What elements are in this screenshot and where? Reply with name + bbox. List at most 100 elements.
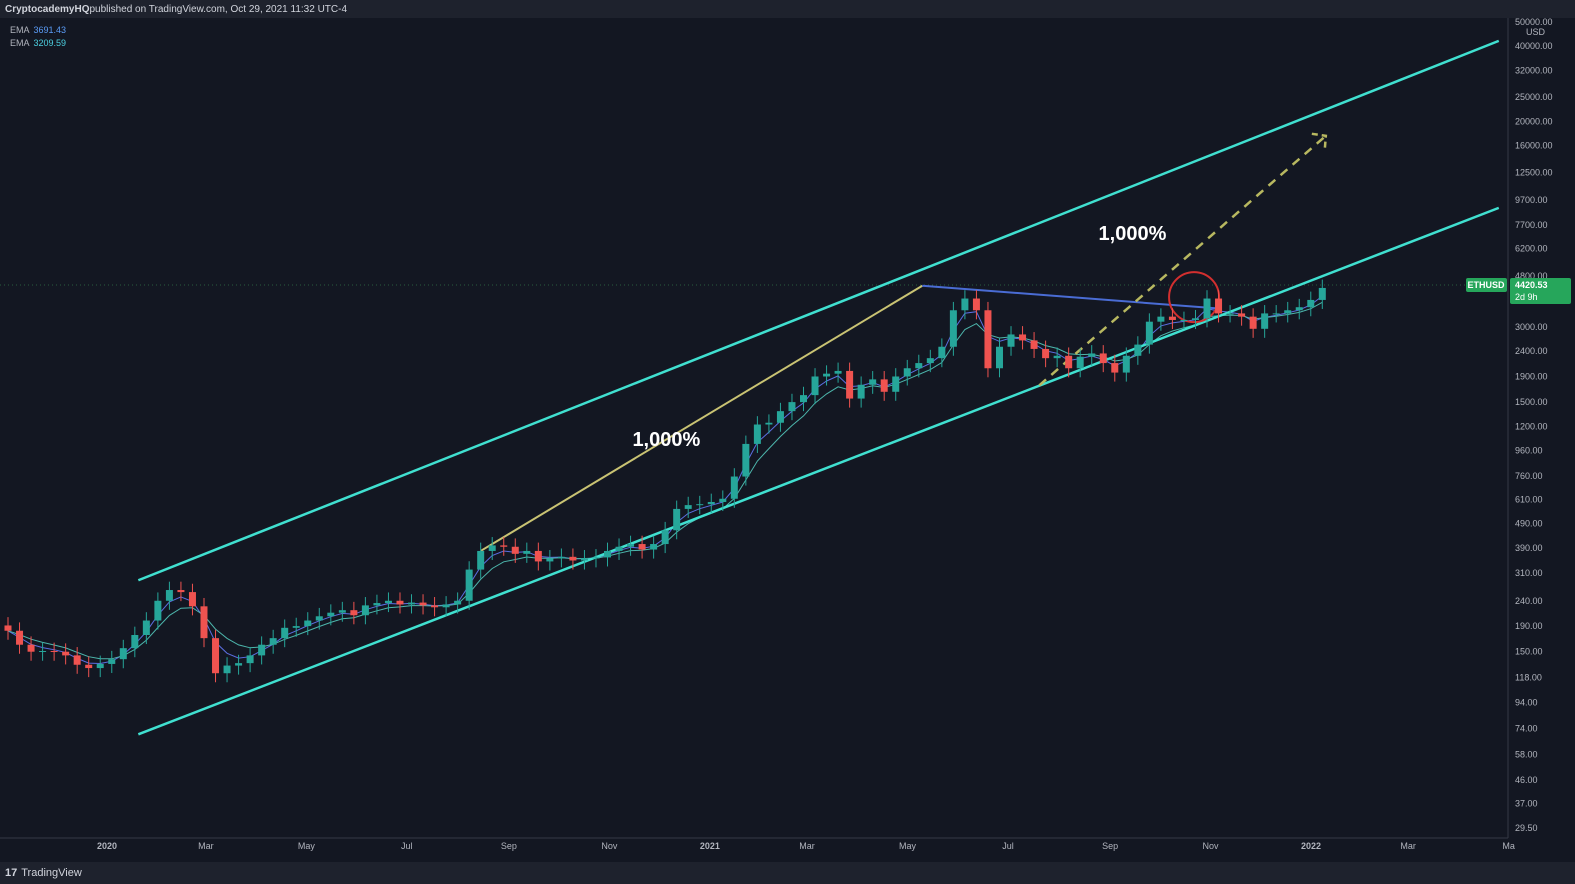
candle-body-45: [523, 550, 531, 554]
resistance-trend-line: [922, 284, 1218, 310]
candle-body-55: [638, 544, 646, 550]
candle-body-69: [799, 395, 807, 403]
candle-body-97: [1122, 355, 1130, 373]
candle-body-11: [131, 635, 139, 649]
time-tick-8: May: [899, 841, 917, 851]
annotations: 1,000% 1,000%: [632, 223, 1166, 451]
projection-arrow-line: [1038, 134, 1327, 387]
candle-body-86: [995, 346, 1003, 369]
price-tick-26: 94.00: [1515, 697, 1538, 707]
price-tick-20: 390.00: [1515, 543, 1543, 553]
price-chart[interactable]: 1,000% 1,000% 50000.00 40000.00 32000.00 250…: [0, 0, 1575, 862]
candle-body-19: [223, 665, 231, 674]
candle-body-17: [200, 606, 208, 639]
candle-body-22: [258, 644, 266, 656]
candle-body-87: [1007, 334, 1015, 347]
candle-body-13: [154, 600, 162, 621]
time-tick-6: 2021: [700, 841, 720, 851]
channel-lower-line: [137, 206, 1500, 736]
candle-body-5: [62, 651, 70, 656]
time-tick-12: 2022: [1301, 841, 1321, 851]
price-tick-1: 40000.00: [1515, 41, 1553, 51]
candle-body-94: [1088, 353, 1096, 357]
time-tick-1: Mar: [198, 841, 214, 851]
price-tick-24: 150.00: [1515, 647, 1543, 657]
price-axis: 50000.00 40000.00 32000.00 25000.00 20000.00…: [1466, 17, 1575, 862]
candle-body-63: [730, 476, 738, 499]
time-tick-9: Jul: [1002, 841, 1014, 851]
candle-body-2: [27, 644, 35, 652]
price-tick-19: 490.00: [1515, 518, 1543, 528]
candle-body-4: [50, 650, 58, 652]
candle-body-50: [580, 558, 588, 561]
candle-body-29: [338, 610, 346, 613]
tradingview-brand[interactable]: TradingView: [21, 867, 82, 879]
price-tick-30: 37.00: [1515, 798, 1538, 808]
price-tick-28: 58.00: [1515, 750, 1538, 760]
time-tick-0: 2020: [97, 841, 117, 851]
price-tick-3: 25000.00: [1515, 92, 1553, 102]
candle-body-41: [477, 550, 485, 570]
candle-body-8: [96, 663, 104, 669]
tradingview-footer: 17 TradingView: [0, 862, 1575, 884]
candle-body-33: [384, 600, 392, 604]
candle-body-31: [361, 605, 369, 616]
candle-body-12: [142, 620, 150, 636]
channel-upper-line: [137, 39, 1500, 582]
candle-body-100: [1157, 316, 1165, 322]
candle-body-80: [926, 358, 934, 364]
candle-body-96: [1111, 363, 1119, 373]
price-tick-6: 12500.00: [1515, 167, 1553, 177]
drawings: [0, 39, 1508, 736]
candle-body-36: [419, 602, 427, 606]
time-tick-5: Nov: [601, 841, 618, 851]
price-tag-value: 4420.53: [1515, 280, 1548, 290]
ema-slow-line: [7, 301, 1323, 660]
breakout-circle: [1168, 271, 1221, 324]
price-axis-bg: [1508, 18, 1575, 862]
candle-body-26: [304, 620, 312, 627]
time-tick-7: Mar: [799, 841, 815, 851]
candle-body-75: [869, 379, 877, 385]
ema-slow-legend[interactable]: EMA 3209.59: [10, 37, 66, 50]
candle-body-103: [1191, 318, 1199, 320]
candle-body-77: [892, 376, 900, 392]
ema-slow-value: 3209.59: [33, 38, 67, 48]
price-tick-25: 118.00: [1515, 673, 1542, 683]
candle-body-104: [1203, 298, 1211, 319]
candle-body-54: [627, 544, 635, 547]
ema-fast-label: EMA: [10, 25, 30, 35]
candle-body-79: [915, 363, 923, 369]
candle-body-108: [1249, 316, 1257, 329]
percent-annotation-0: 1,000%: [632, 429, 700, 451]
candle-body-24: [281, 627, 289, 639]
ema-fast-legend[interactable]: EMA 3691.43: [10, 24, 66, 37]
candle-body-85: [984, 310, 992, 369]
price-tick-18: 610.00: [1515, 495, 1543, 505]
price-tick-16: 960.00: [1515, 445, 1543, 455]
price-tick-23: 190.00: [1515, 621, 1543, 631]
price-tick-13: 1900.00: [1515, 371, 1548, 381]
candle-body-56: [650, 544, 658, 550]
tradingview-logo-icon[interactable]: 17: [5, 867, 18, 879]
candle-body-42: [488, 545, 496, 551]
candle-body-62: [719, 498, 727, 502]
candle-body-90: [1042, 348, 1050, 359]
candle-body-20: [235, 663, 243, 666]
author-name[interactable]: CryptocademyHQ: [5, 3, 90, 15]
candle-body-32: [373, 603, 381, 606]
candle-body-59: [684, 505, 692, 509]
candle-body-39: [454, 600, 462, 605]
candle-body-30: [350, 610, 358, 616]
candle-body-16: [188, 592, 196, 607]
candle-body-6: [73, 655, 81, 665]
candle-body-64: [742, 443, 750, 477]
price-tag: [1510, 277, 1571, 304]
candle-body-98: [1134, 344, 1142, 356]
candle-body-46: [534, 550, 542, 562]
time-tick-10: Sep: [1102, 841, 1118, 851]
candle-body-89: [1030, 340, 1038, 349]
candle-body-99: [1145, 321, 1153, 345]
price-tick-29: 46.00: [1515, 775, 1538, 785]
candle-body-66: [765, 422, 773, 425]
